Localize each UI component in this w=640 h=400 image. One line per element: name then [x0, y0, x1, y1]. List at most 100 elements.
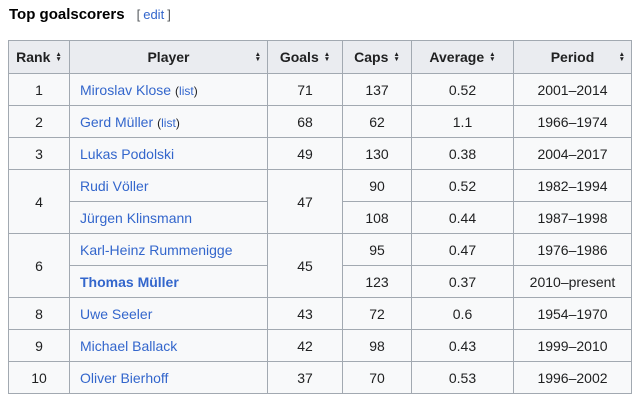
- edit-bracket-open: [: [136, 7, 141, 22]
- player-link[interactable]: Oliver Bierhoff: [80, 369, 169, 386]
- average-cell: 0.44: [411, 201, 514, 234]
- column-header-average[interactable]: Average ▲ ▼: [411, 40, 514, 74]
- period-cell: 2001–2014: [513, 73, 632, 106]
- rank-cell: 9: [8, 329, 70, 362]
- player-link[interactable]: Uwe Seeler: [80, 305, 153, 322]
- period-cell: 1976–1986: [513, 233, 632, 266]
- goals-cell: 49: [267, 137, 343, 170]
- average-cell: 0.43: [411, 329, 514, 362]
- player-cell: Jürgen Klinsmann: [69, 201, 268, 234]
- header-label: Period: [550, 49, 595, 65]
- rank-cell: 4: [8, 169, 70, 234]
- table-row: 10 Oliver Bierhoff 37 70 0.53 1996–2002: [8, 361, 632, 394]
- player-link[interactable]: Michael Ballack: [80, 337, 178, 354]
- period-cell: 1966–1974: [513, 105, 632, 138]
- period-cell: 2004–2017: [513, 137, 632, 170]
- section-heading: Top goalscorers [edit]: [9, 6, 640, 23]
- table-row: 1 Miroslav Klose (list) 71 137 0.52 2001–…: [8, 73, 632, 106]
- caps-cell: 123: [342, 265, 412, 298]
- average-cell: 1.1: [411, 105, 514, 138]
- table-row: Thomas Müller 123 0.37 2010–present: [9, 265, 632, 298]
- period-cell: 1954–1970: [513, 297, 632, 330]
- average-cell: 0.37: [411, 265, 514, 298]
- goals-cell: 47: [267, 169, 343, 234]
- period-cell: 1999–2010: [513, 329, 632, 362]
- edit-bracket-close: ]: [167, 7, 171, 22]
- column-header-goals[interactable]: Goals ▲ ▼: [267, 40, 343, 74]
- caps-cell: 70: [342, 361, 412, 394]
- list-link[interactable]: list: [179, 83, 194, 98]
- caps-cell: 137: [342, 73, 412, 106]
- average-cell: 0.6: [411, 297, 514, 330]
- rank-cell: 3: [8, 137, 70, 170]
- list-link[interactable]: list: [161, 115, 176, 130]
- player-link[interactable]: Karl-Heinz Rummenigge: [80, 241, 233, 258]
- player-cell: Michael Ballack: [69, 329, 268, 362]
- player-link[interactable]: Miroslav Klose: [80, 81, 172, 98]
- caps-cell: 90: [342, 169, 412, 202]
- top-goalscorers-table: Rank ▲ ▼ Player ▲ ▼ Goals ▲ ▼ Caps ▲ ▼ Average ▲…: [8, 40, 632, 394]
- average-cell: 0.52: [411, 73, 514, 106]
- player-link[interactable]: Thomas Müller: [80, 273, 179, 290]
- table-row: 9 Michael Ballack 42 98 0.43 1999–2010: [8, 329, 632, 362]
- table-row: 4 Rudi Völler 47 90 0.52 1982–1994: [8, 169, 632, 234]
- average-cell: 0.47: [411, 233, 514, 266]
- rank-cell: 8: [8, 297, 70, 330]
- caps-cell: 98: [342, 329, 412, 362]
- header-label: Average: [429, 49, 485, 65]
- player-link[interactable]: Jürgen Klinsmann: [80, 209, 193, 226]
- table-row: 3 Lukas Podolski 49 130 0.38 2004–2017: [8, 137, 632, 170]
- average-cell: 0.38: [411, 137, 514, 170]
- sort-arrows-icon: ▲ ▼: [323, 51, 331, 63]
- player-cell: Rudi Völler: [69, 169, 268, 202]
- page-title: Top goalscorers: [9, 6, 125, 23]
- header-row: Rank ▲ ▼ Player ▲ ▼ Goals ▲ ▼ Caps ▲ ▼ Average ▲…: [8, 40, 632, 74]
- table-row: 2 Gerd Müller (list) 68 62 1.1 1966–1974: [8, 105, 632, 138]
- player-link[interactable]: Lukas Podolski: [80, 145, 175, 162]
- list-note: (list): [157, 115, 180, 130]
- period-cell: 1996–2002: [513, 361, 632, 394]
- header-label: Rank: [16, 49, 51, 65]
- caps-cell: 72: [342, 297, 412, 330]
- rank-cell: 2: [8, 105, 70, 138]
- table-row: 6 Karl-Heinz Rummenigge 45 95 0.47 1976–…: [8, 233, 632, 298]
- player-cell: Thomas Müller: [69, 265, 268, 298]
- player-cell: Oliver Bierhoff: [69, 361, 268, 394]
- sort-arrows-icon: ▲ ▼: [618, 51, 625, 63]
- rank-cell: 10: [8, 361, 70, 394]
- period-cell: 1987–1998: [513, 201, 632, 234]
- column-header-caps[interactable]: Caps ▲ ▼: [342, 40, 412, 74]
- player-cell: Lukas Podolski: [69, 137, 268, 170]
- header-label: Player: [147, 49, 190, 65]
- player-cell: Miroslav Klose (list): [69, 73, 268, 106]
- average-cell: 0.53: [411, 361, 514, 394]
- caps-cell: 62: [342, 105, 412, 138]
- player-cell: Karl-Heinz Rummenigge: [69, 233, 268, 266]
- player-link[interactable]: Gerd Müller: [80, 113, 154, 130]
- period-cell: 1982–1994: [513, 169, 632, 202]
- rank-cell: 6: [8, 233, 70, 298]
- header-label: Caps: [354, 49, 389, 65]
- header-label: Goals: [279, 49, 319, 65]
- average-cell: 0.52: [411, 169, 514, 202]
- sort-arrows-icon: ▲ ▼: [393, 51, 400, 63]
- sort-arrows-icon: ▲ ▼: [489, 51, 496, 63]
- column-header-player[interactable]: Player ▲ ▼: [69, 40, 268, 74]
- player-cell: Uwe Seeler: [69, 297, 268, 330]
- goals-cell: 68: [267, 105, 343, 138]
- caps-cell: 108: [342, 201, 412, 234]
- column-header-rank[interactable]: Rank ▲ ▼: [8, 40, 70, 74]
- edit-link[interactable]: edit: [143, 7, 165, 22]
- player-link[interactable]: Rudi Völler: [80, 177, 149, 194]
- list-note: (list): [175, 83, 198, 98]
- goals-cell: 37: [267, 361, 343, 394]
- rank-cell: 1: [8, 73, 70, 106]
- goals-cell: 42: [267, 329, 343, 362]
- table-row: 8 Uwe Seeler 43 72 0.6 1954–1970: [8, 297, 632, 330]
- column-header-period[interactable]: Period ▲ ▼: [513, 40, 632, 74]
- goals-cell: 43: [267, 297, 343, 330]
- player-cell: Gerd Müller (list): [69, 105, 268, 138]
- sort-arrows-icon: ▲ ▼: [254, 51, 261, 63]
- caps-cell: 95: [342, 233, 412, 266]
- edit-section: [edit]: [137, 7, 171, 22]
